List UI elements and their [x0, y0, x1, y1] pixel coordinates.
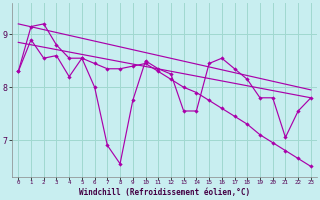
- X-axis label: Windchill (Refroidissement éolien,°C): Windchill (Refroidissement éolien,°C): [79, 188, 250, 197]
